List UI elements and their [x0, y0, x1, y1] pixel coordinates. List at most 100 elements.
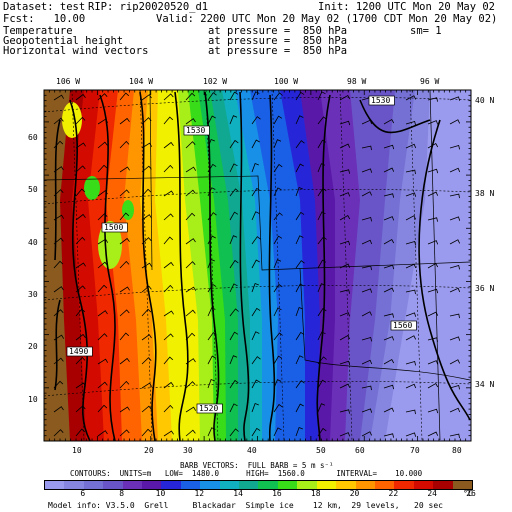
wind-barb	[251, 116, 261, 125]
height-contour	[139, 91, 157, 441]
wind-barb	[141, 428, 152, 437]
wind-barb	[141, 165, 152, 173]
wind-barb	[75, 262, 86, 269]
colorbar-swatch	[83, 481, 104, 489]
wind-barb	[251, 187, 261, 197]
wind-barb	[273, 139, 282, 149]
wind-barb	[229, 283, 238, 293]
wind-barb	[405, 360, 416, 366]
grid-x-label: 60	[355, 446, 365, 455]
wind-barb	[361, 288, 373, 293]
wind-barb	[405, 383, 417, 389]
temperature-band	[44, 90, 305, 441]
wind-barb	[427, 120, 439, 125]
rip-label: RIP: rip20020520_d1	[88, 1, 209, 13]
wind-barb	[185, 212, 196, 221]
lon-label: 100 W	[274, 77, 299, 86]
wind-barb	[75, 382, 86, 389]
height-contour	[204, 91, 220, 441]
wind-barb	[163, 310, 174, 317]
height-contour	[418, 119, 471, 421]
wind-barb	[317, 427, 327, 437]
wind-barb	[295, 211, 305, 221]
wind-barb	[163, 190, 174, 197]
wind-barb	[339, 214, 351, 221]
wind-barb	[207, 138, 215, 149]
wind-barb	[207, 378, 215, 389]
temperature-band	[44, 90, 86, 441]
state-border	[299, 267, 471, 381]
wind-barb	[405, 215, 417, 221]
svg-text:1530: 1530	[186, 126, 205, 135]
wind-barb	[405, 289, 416, 295]
wind-barb	[53, 260, 64, 269]
field-level: at pressure = 850 hPa	[208, 45, 348, 57]
wind-barb	[207, 212, 217, 221]
wind-barb	[361, 336, 372, 342]
wind-barb	[427, 337, 438, 342]
wind-barb	[97, 261, 108, 269]
wind-barb	[361, 239, 373, 245]
wind-barb	[405, 263, 417, 269]
wind-barb	[251, 356, 261, 365]
temperature-band	[44, 90, 278, 441]
wind-barb	[163, 356, 174, 365]
wind-barb	[229, 355, 238, 365]
wind-barb	[119, 332, 130, 341]
wind-barb	[229, 163, 238, 173]
wind-barb	[383, 287, 395, 293]
wind-barb	[229, 211, 239, 221]
colorbar-swatch	[394, 481, 414, 489]
wind-barb	[229, 91, 239, 101]
colorbar-swatch	[239, 481, 259, 489]
wind-barb	[317, 187, 327, 197]
wind-barb	[427, 288, 439, 294]
temperature-band	[44, 90, 250, 441]
wind-barb	[97, 118, 109, 125]
height-contour	[99, 94, 116, 441]
meridian-line	[409, 90, 423, 441]
colorbar-swatch	[219, 481, 240, 489]
state-border	[149, 90, 153, 271]
wind-barb	[295, 235, 304, 245]
field-level: at pressure = 850 hPa	[208, 25, 348, 37]
colorbar-swatch	[433, 481, 453, 489]
colorbar-tick-label: 18	[310, 489, 321, 498]
wind-barb	[295, 140, 305, 149]
wind-barb	[97, 404, 108, 413]
wind-barb	[317, 259, 327, 269]
temperature-band	[44, 90, 238, 441]
wind-barb	[339, 169, 350, 174]
wind-barb	[339, 289, 350, 294]
colorbar-swatch	[413, 481, 434, 489]
wind-barb	[75, 165, 86, 173]
wind-barb	[449, 407, 461, 413]
parallel-line	[44, 381, 471, 397]
colorbar-tick-label: 8	[119, 489, 125, 498]
height-contour	[54, 119, 61, 261]
wind-barb	[405, 240, 416, 246]
wind-barb	[119, 406, 130, 413]
wind-barb	[141, 214, 152, 221]
grid-x-label: 80	[452, 446, 462, 455]
wind-barb	[185, 189, 196, 197]
wind-barb	[339, 432, 351, 437]
wind-barb	[273, 379, 282, 389]
wind-barb	[449, 287, 461, 293]
wind-barb	[207, 163, 217, 173]
wind-barb	[339, 263, 351, 269]
temperature-band	[44, 90, 122, 441]
wind-barb	[185, 166, 197, 173]
colorbar-tick-label: 14	[233, 489, 243, 498]
field-name: Geopotential height	[3, 35, 124, 47]
wind-barb	[361, 96, 372, 102]
wind-barb	[207, 307, 216, 317]
wind-barb	[273, 403, 283, 413]
height-contour	[69, 99, 91, 441]
temperature-band	[44, 90, 395, 441]
contour-label: 1520	[196, 403, 223, 414]
wind-barb	[449, 96, 461, 101]
wind-barb	[75, 236, 86, 245]
wind-barb	[207, 355, 216, 365]
temperature-band	[44, 90, 292, 441]
